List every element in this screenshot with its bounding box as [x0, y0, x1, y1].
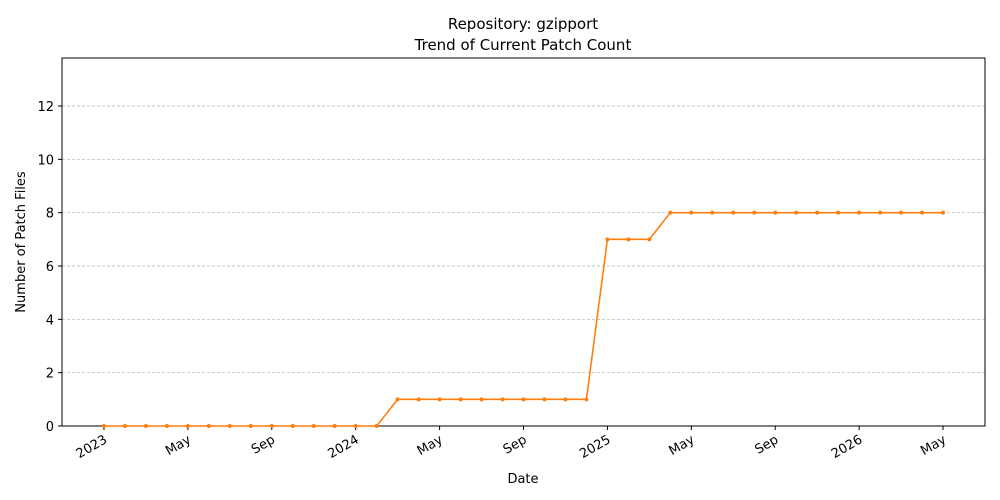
data-point [458, 397, 463, 402]
x-tick-label: 2024 [326, 432, 362, 462]
x-tick-label: 2026 [829, 432, 865, 462]
data-point [773, 210, 778, 215]
data-point [878, 210, 883, 215]
data-point [584, 397, 589, 402]
data-point [227, 424, 232, 428]
x-tick-label: May [415, 432, 446, 459]
data-point [521, 397, 526, 402]
data-point [647, 237, 652, 242]
x-tick-label: 2025 [577, 432, 613, 462]
y-tick-label: 8 [46, 207, 54, 222]
data-point [185, 424, 190, 428]
data-point [479, 397, 484, 402]
x-tick-label: May [163, 432, 194, 459]
x-tick-label: Sep [249, 432, 278, 457]
y-tick-label: 6 [46, 260, 54, 275]
y-tick-label: 4 [46, 313, 54, 328]
x-tick-label: 2023 [74, 432, 110, 462]
data-point [563, 397, 568, 402]
chart-title: Trend of Current Patch Count [414, 36, 632, 54]
data-point [668, 210, 673, 215]
data-point [206, 424, 211, 428]
y-axis-label: Number of Patch Files [14, 171, 29, 313]
data-point [836, 210, 841, 215]
data-point [437, 397, 442, 402]
data-point [269, 424, 274, 428]
data-point [689, 210, 694, 215]
y-tick-label: 12 [37, 100, 54, 115]
data-point [941, 210, 946, 215]
y-tick-label: 0 [46, 420, 54, 435]
data-point [332, 424, 337, 428]
data-point [752, 210, 757, 215]
x-tick-label: Sep [501, 432, 530, 457]
data-point [416, 397, 421, 402]
data-point [815, 210, 820, 215]
data-point [605, 237, 610, 242]
data-point [248, 424, 253, 428]
data-point [353, 424, 358, 428]
x-tick-label: May [918, 432, 949, 459]
data-point [395, 397, 400, 402]
data-point [899, 210, 904, 215]
data-point [311, 424, 316, 428]
data-point [164, 424, 169, 428]
plot-frame [61, 57, 986, 427]
data-point [731, 210, 736, 215]
data-point [710, 210, 715, 215]
y-tick-label: 10 [37, 153, 54, 168]
data-point [374, 424, 379, 428]
data-point [626, 237, 631, 242]
data-point [122, 424, 127, 428]
data-point [101, 424, 106, 428]
x-tick-label: May [667, 432, 698, 459]
data-point [794, 210, 799, 215]
x-axis-label: Date [507, 472, 538, 487]
data-point [542, 397, 547, 402]
y-tick-label: 2 [46, 367, 54, 382]
chart-title: Repository: gzipport [448, 15, 598, 33]
data-point [500, 397, 505, 402]
x-tick-label: Sep [752, 432, 781, 457]
data-point [290, 424, 295, 428]
data-point [857, 210, 862, 215]
data-point [143, 424, 148, 428]
data-point [920, 210, 925, 215]
